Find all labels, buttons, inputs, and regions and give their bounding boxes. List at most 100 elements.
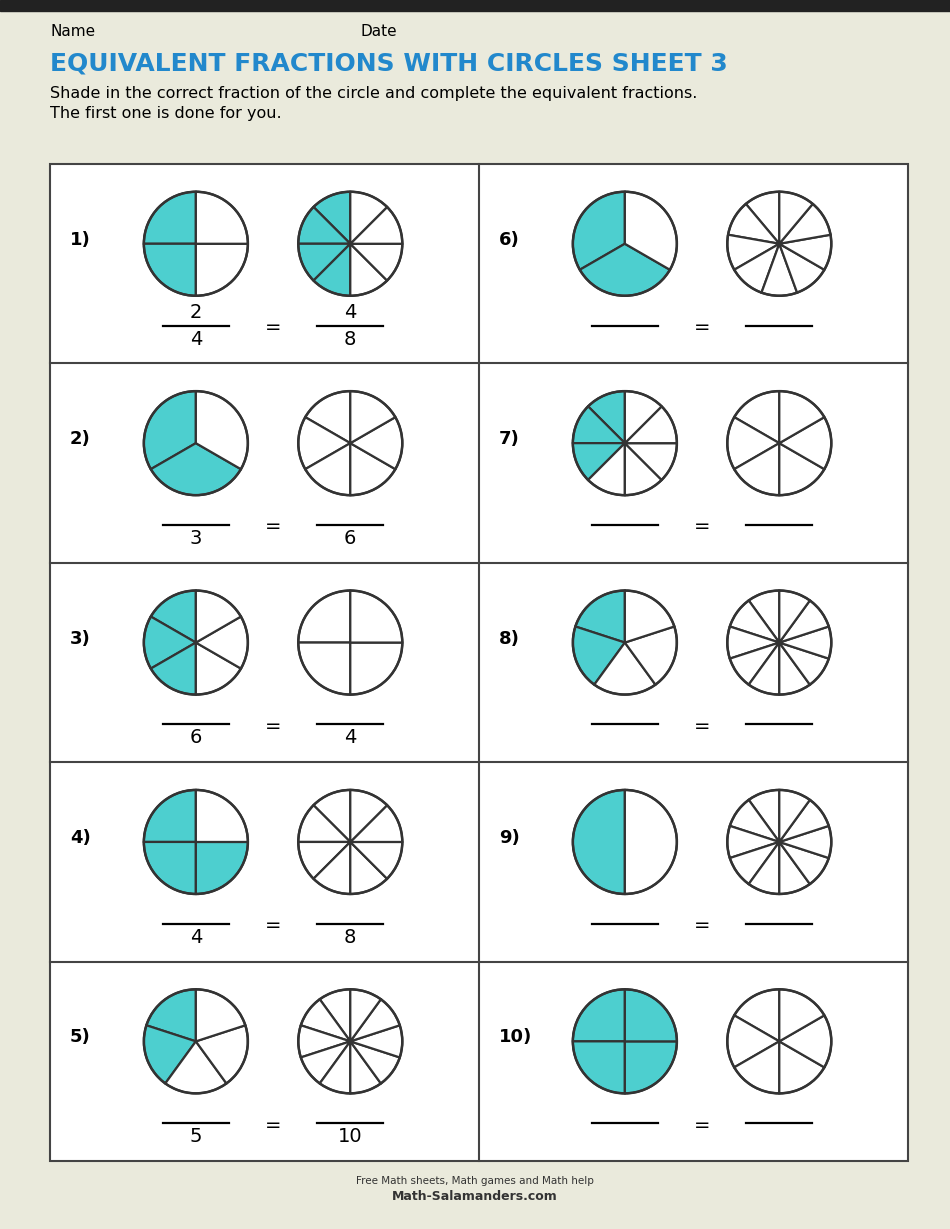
Wedge shape	[779, 627, 831, 659]
Wedge shape	[298, 805, 351, 842]
Wedge shape	[749, 591, 779, 643]
Wedge shape	[196, 643, 241, 694]
Text: =: =	[694, 318, 711, 337]
Wedge shape	[779, 1041, 825, 1094]
Wedge shape	[625, 989, 676, 1041]
Wedge shape	[573, 1041, 625, 1094]
Text: Date: Date	[360, 25, 397, 39]
Wedge shape	[305, 391, 351, 444]
Wedge shape	[314, 842, 351, 893]
Wedge shape	[749, 842, 779, 893]
Wedge shape	[779, 391, 825, 444]
Wedge shape	[143, 243, 196, 296]
Wedge shape	[298, 206, 351, 243]
Text: =: =	[694, 517, 711, 536]
Text: Shade in the correct fraction of the circle and complete the equivalent fraction: Shade in the correct fraction of the cir…	[50, 86, 697, 101]
Wedge shape	[625, 407, 676, 444]
Wedge shape	[730, 643, 779, 685]
Wedge shape	[573, 627, 625, 685]
Wedge shape	[625, 591, 674, 643]
Wedge shape	[143, 842, 196, 893]
Wedge shape	[728, 1015, 779, 1067]
Wedge shape	[351, 805, 402, 842]
Text: =: =	[694, 717, 711, 736]
Wedge shape	[779, 192, 812, 243]
Wedge shape	[196, 617, 248, 669]
Wedge shape	[573, 444, 625, 481]
Wedge shape	[351, 643, 402, 694]
Text: 5): 5)	[70, 1029, 91, 1046]
Wedge shape	[196, 391, 248, 469]
Wedge shape	[298, 842, 351, 879]
Wedge shape	[143, 617, 196, 669]
Wedge shape	[779, 591, 809, 643]
Wedge shape	[301, 999, 351, 1041]
Wedge shape	[351, 243, 387, 296]
Wedge shape	[196, 842, 248, 893]
Wedge shape	[625, 790, 676, 893]
Text: Name: Name	[50, 25, 95, 39]
Wedge shape	[625, 192, 676, 269]
Wedge shape	[151, 444, 241, 495]
Wedge shape	[728, 417, 779, 469]
Text: 6): 6)	[499, 231, 520, 248]
Wedge shape	[749, 643, 779, 694]
Wedge shape	[734, 243, 779, 293]
Wedge shape	[351, 842, 387, 893]
Wedge shape	[314, 790, 351, 842]
Wedge shape	[730, 601, 779, 643]
Wedge shape	[301, 1041, 351, 1084]
Text: 9): 9)	[499, 830, 520, 847]
Wedge shape	[143, 192, 196, 243]
Wedge shape	[779, 826, 831, 858]
Wedge shape	[196, 192, 248, 243]
Wedge shape	[730, 800, 779, 842]
Wedge shape	[779, 1015, 831, 1067]
Wedge shape	[779, 444, 825, 495]
Wedge shape	[351, 790, 387, 842]
Wedge shape	[351, 842, 402, 879]
Wedge shape	[625, 444, 661, 495]
Wedge shape	[573, 407, 625, 444]
Wedge shape	[734, 444, 779, 495]
Text: 6: 6	[190, 729, 202, 747]
Wedge shape	[749, 790, 779, 842]
Wedge shape	[298, 643, 351, 694]
Wedge shape	[351, 1041, 381, 1094]
Wedge shape	[576, 591, 625, 643]
Wedge shape	[351, 243, 402, 280]
Wedge shape	[573, 192, 625, 269]
Text: 1): 1)	[70, 231, 91, 248]
Text: 7): 7)	[499, 430, 520, 449]
Wedge shape	[196, 790, 248, 842]
Wedge shape	[734, 1041, 779, 1094]
Wedge shape	[351, 989, 381, 1041]
Wedge shape	[351, 192, 387, 243]
Wedge shape	[351, 391, 395, 444]
Wedge shape	[351, 1041, 400, 1084]
Text: 8): 8)	[499, 629, 520, 648]
Wedge shape	[351, 591, 402, 643]
Wedge shape	[573, 790, 625, 893]
Wedge shape	[143, 391, 196, 469]
Text: =: =	[694, 916, 711, 935]
Wedge shape	[196, 243, 248, 296]
Text: 4: 4	[190, 928, 202, 946]
Wedge shape	[314, 243, 351, 296]
Text: 3): 3)	[70, 629, 91, 648]
Wedge shape	[298, 1025, 351, 1057]
Wedge shape	[320, 989, 351, 1041]
Wedge shape	[298, 591, 351, 643]
Text: =: =	[694, 1116, 711, 1134]
Text: Free Math sheets, Math games and Math help: Free Math sheets, Math games and Math he…	[356, 1176, 594, 1186]
Wedge shape	[351, 999, 400, 1041]
Wedge shape	[165, 1041, 226, 1094]
Text: 4: 4	[344, 729, 356, 747]
Wedge shape	[625, 1041, 676, 1094]
Bar	[0, 0, 950, 11]
Text: 10): 10)	[499, 1029, 532, 1046]
Wedge shape	[728, 826, 779, 858]
Wedge shape	[573, 989, 625, 1041]
Wedge shape	[762, 243, 797, 296]
Wedge shape	[143, 790, 196, 842]
